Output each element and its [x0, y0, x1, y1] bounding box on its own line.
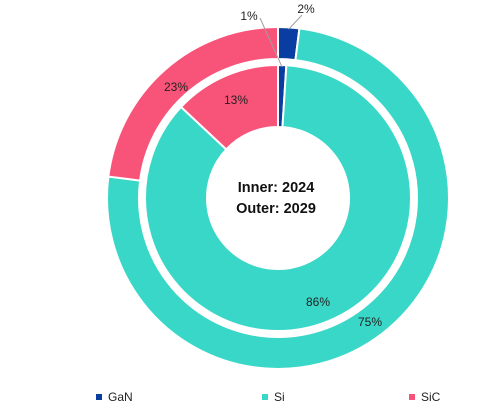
- center-label-inner: Inner: 2024: [238, 180, 315, 196]
- data-label-outer-si: 75%: [358, 315, 382, 329]
- legend-item-si[interactable]: Si: [262, 390, 285, 404]
- data-label-outer-gan: 2%: [297, 2, 315, 16]
- data-label-inner-si: 86%: [306, 295, 330, 309]
- data-label-inner-gan: 1%: [240, 9, 258, 23]
- slice-outer-sic[interactable]: [107, 25, 279, 182]
- legend-item-gan[interactable]: GaN: [96, 390, 133, 404]
- legend-swatch-sic: [409, 394, 415, 400]
- legend-swatch-gan: [96, 394, 102, 400]
- data-label-inner-sic: 13%: [224, 93, 248, 107]
- legend-swatch-si: [262, 394, 268, 400]
- slice-inner-sic[interactable]: [179, 63, 279, 151]
- legend-label-gan: GaN: [108, 390, 133, 404]
- data-labels: 1% 86% 13% 2% 75% 23%: [164, 2, 382, 329]
- leader-line-outer-gan: [288, 14, 303, 30]
- slice-inner-si[interactable]: [144, 64, 412, 332]
- legend-label-si: Si: [274, 390, 285, 404]
- legend: GaN Si SiC: [0, 390, 504, 408]
- legend-label-sic: SiC: [421, 390, 441, 404]
- data-label-outer-sic: 23%: [164, 80, 188, 94]
- slice-outer-si[interactable]: [106, 27, 450, 370]
- legend-item-sic[interactable]: SiC: [409, 390, 440, 404]
- donut-slices: [106, 25, 450, 370]
- leader-lines: [259, 14, 303, 68]
- center-label-outer: Outer: 2029: [236, 201, 316, 217]
- leader-line-inner-gan: [259, 17, 283, 68]
